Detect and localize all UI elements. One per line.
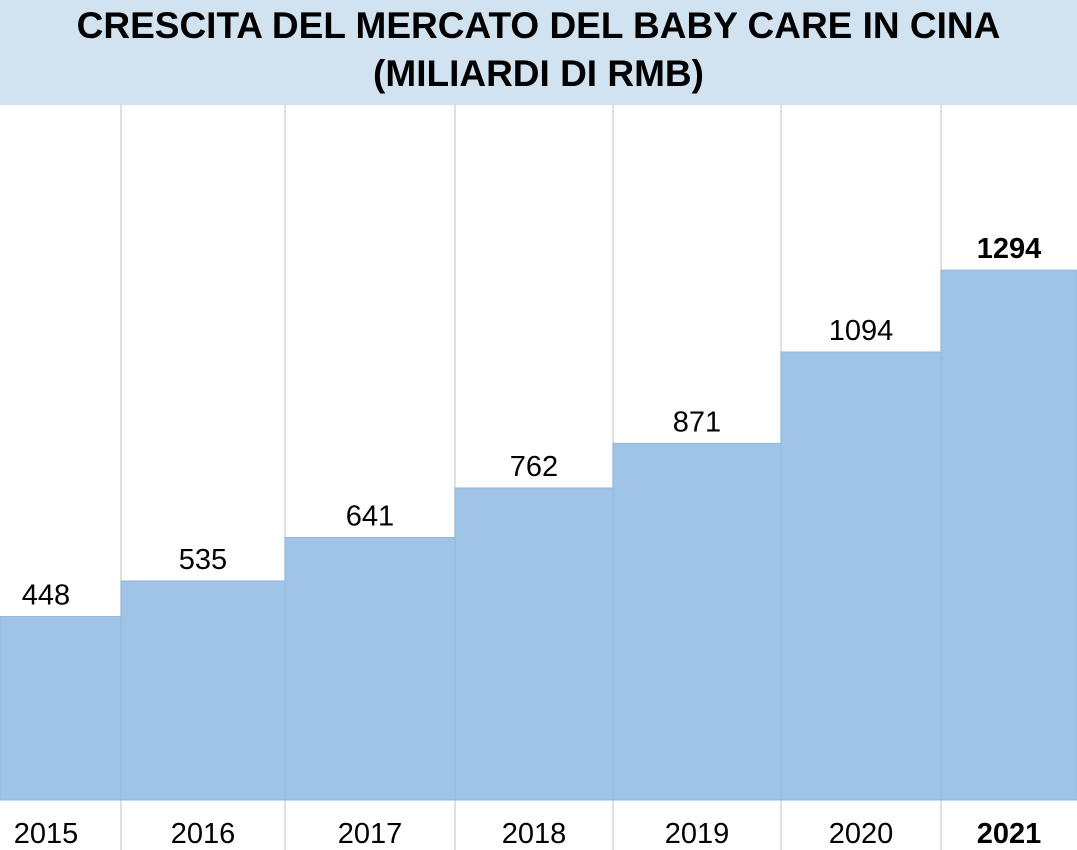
x-tick-label-2021: 2021 bbox=[977, 818, 1042, 850]
bar-2021 bbox=[940, 269, 1077, 801]
chart-title-bar: CRESCITA DEL MERCATO DEL BABY CARE IN CI… bbox=[0, 0, 1077, 105]
bar-2016 bbox=[120, 580, 286, 801]
chart-title-line-1: CRESCITA DEL MERCATO DEL BABY CARE IN CI… bbox=[76, 5, 1001, 46]
x-tick-label-2015: 2015 bbox=[14, 818, 79, 850]
bar-2017 bbox=[284, 537, 456, 801]
x-tick-label-2020: 2020 bbox=[829, 818, 894, 850]
value-label-2020: 1094 bbox=[829, 315, 894, 347]
value-label-2016: 535 bbox=[179, 544, 227, 576]
bars bbox=[0, 269, 1077, 801]
value-label-2021: 1294 bbox=[977, 233, 1042, 265]
bar-2015 bbox=[0, 616, 122, 801]
x-axis-labels: 2015 2016 2017 2018 2019 2020 2021 bbox=[14, 818, 1042, 850]
value-label-2019: 871 bbox=[673, 406, 721, 438]
value-label-2018: 762 bbox=[510, 451, 558, 483]
x-tick-label-2018: 2018 bbox=[502, 818, 567, 850]
bar-2019 bbox=[612, 442, 782, 801]
value-labels: 448 535 641 762 871 1094 1294 bbox=[22, 233, 1041, 611]
x-tick-label-2016: 2016 bbox=[171, 818, 236, 850]
chart-title-line-2: (MILIARDI DI RMB) bbox=[373, 53, 704, 94]
x-tick-label-2017: 2017 bbox=[338, 818, 403, 850]
bar-2020 bbox=[780, 351, 942, 801]
x-tick-label-2019: 2019 bbox=[665, 818, 730, 850]
value-label-2015: 448 bbox=[22, 580, 70, 612]
bar-2018 bbox=[454, 487, 614, 801]
value-label-2017: 641 bbox=[346, 501, 394, 533]
